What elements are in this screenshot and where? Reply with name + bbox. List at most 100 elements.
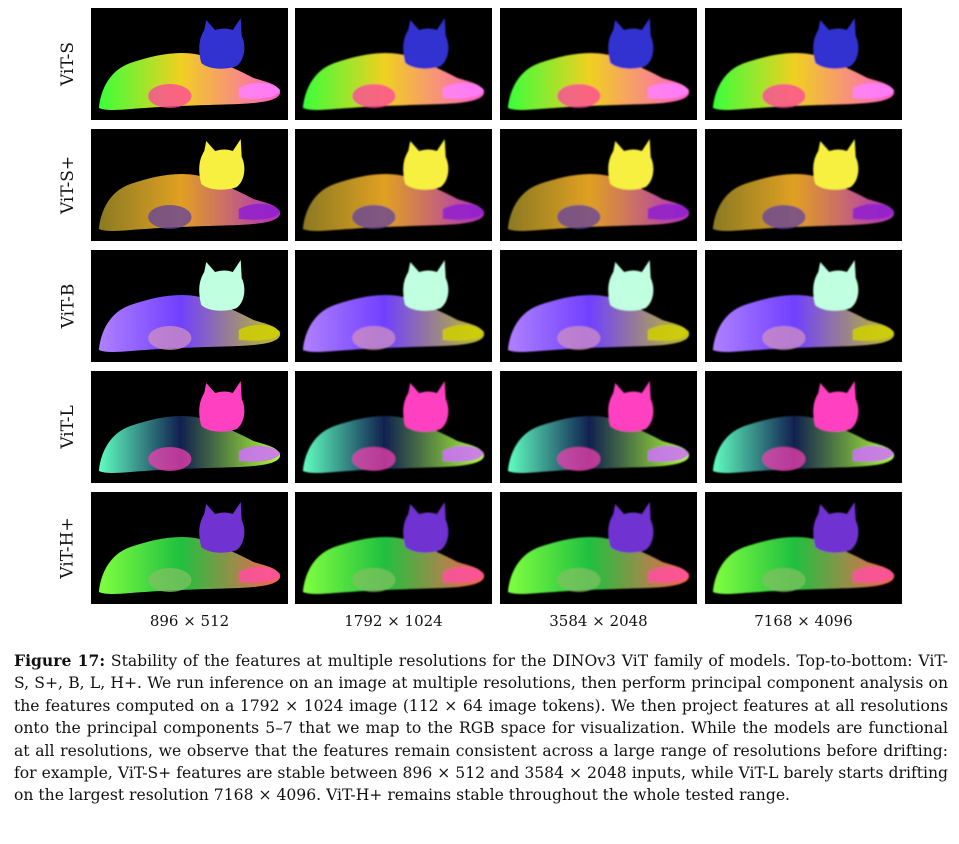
cat-leg-shape (762, 568, 806, 592)
cat-head-shape (813, 139, 859, 190)
pca-feature-image (500, 371, 697, 483)
cat-leg-shape (557, 84, 601, 108)
cat-tail-shape (442, 566, 485, 583)
cat-tail-shape (852, 82, 895, 99)
cat-leg-shape (148, 568, 192, 592)
cat-body-shape (302, 52, 485, 111)
cat-tail-shape (238, 82, 281, 99)
cat-body-shape (98, 536, 281, 595)
cat-tail-shape (442, 82, 485, 99)
cat-tail-shape (647, 324, 690, 341)
cat-head-shape (199, 139, 245, 190)
column-resolution-label: 896 × 512 (149, 612, 230, 630)
cat-head-shape (403, 502, 449, 553)
cat-leg-shape (557, 447, 601, 471)
row-label: ViT-S+ (44, 129, 92, 241)
cat-head-shape (199, 502, 245, 553)
cat-head-shape (199, 260, 245, 311)
cat-leg-shape (557, 326, 601, 350)
cat-head-shape (608, 260, 654, 311)
row-label: ViT-B (44, 250, 92, 362)
cat-leg-shape (352, 205, 396, 229)
cat-leg-shape (762, 84, 806, 108)
cat-body-shape (302, 415, 485, 474)
cat-leg-shape (762, 326, 806, 350)
cat-body-shape (712, 173, 895, 232)
row-label-text: ViT-S+ (58, 155, 79, 215)
pca-feature-image (91, 129, 288, 241)
cat-tail-shape (852, 566, 895, 583)
cat-tail-shape (852, 324, 895, 341)
cat-leg-shape (762, 205, 806, 229)
pca-feature-image (91, 8, 288, 120)
cat-head-shape (199, 381, 245, 432)
column-resolution-label: 3584 × 2048 (549, 612, 648, 630)
cat-head-shape (608, 18, 654, 69)
cat-body-shape (507, 294, 690, 353)
cat-leg-shape (352, 84, 396, 108)
pca-feature-image (500, 129, 697, 241)
cat-body-shape (98, 415, 281, 474)
cat-head-shape (403, 139, 449, 190)
row-label-text: ViT-S (57, 42, 78, 86)
cat-leg-shape (557, 205, 601, 229)
cat-head-shape (813, 18, 859, 69)
pca-feature-image (91, 371, 288, 483)
pca-feature-image (705, 129, 902, 241)
cat-body-shape (712, 294, 895, 353)
row-label-text: ViT-L (57, 405, 78, 449)
row-label: ViT-L (44, 371, 92, 483)
pca-feature-image (295, 492, 492, 604)
cat-head-shape (403, 381, 449, 432)
cat-leg-shape (148, 84, 192, 108)
cat-body-shape (302, 173, 485, 232)
cat-head-shape (403, 260, 449, 311)
cat-body-shape (302, 294, 485, 353)
cat-body-shape (507, 52, 690, 111)
pca-feature-image (295, 250, 492, 362)
cat-tail-shape (647, 566, 690, 583)
cat-body-shape (98, 294, 281, 353)
cat-head-shape (813, 502, 859, 553)
cat-head-shape (608, 139, 654, 190)
column-resolution-label: 1792 × 1024 (344, 612, 443, 630)
cat-tail-shape (647, 445, 690, 462)
pca-feature-image (500, 492, 697, 604)
cat-tail-shape (238, 566, 281, 583)
cat-body-shape (98, 52, 281, 111)
row-label-text: ViT-B (58, 283, 78, 329)
pca-feature-image (705, 8, 902, 120)
pca-feature-image (500, 250, 697, 362)
cat-body-shape (507, 536, 690, 595)
pca-feature-image (295, 129, 492, 241)
cat-head-shape (813, 381, 859, 432)
cat-leg-shape (148, 205, 192, 229)
pca-feature-image (500, 8, 697, 120)
cat-head-shape (608, 502, 654, 553)
cat-leg-shape (352, 568, 396, 592)
row-label: ViT-S (44, 8, 92, 120)
cat-head-shape (199, 18, 245, 69)
cat-head-shape (813, 260, 859, 311)
cat-leg-shape (352, 447, 396, 471)
cat-body-shape (712, 52, 895, 111)
cat-tail-shape (852, 445, 895, 462)
row-label-text: ViT-H+ (58, 517, 79, 579)
cat-head-shape (608, 381, 654, 432)
cat-tail-shape (238, 445, 281, 462)
cat-body-shape (712, 415, 895, 474)
cat-leg-shape (762, 447, 806, 471)
cat-leg-shape (148, 326, 192, 350)
pca-feature-image (705, 492, 902, 604)
cat-tail-shape (238, 324, 281, 341)
pca-feature-image (91, 250, 288, 362)
pca-feature-image (295, 8, 492, 120)
cat-body-shape (507, 415, 690, 474)
caption-label: Figure 17: (14, 651, 106, 670)
row-label: ViT-H+ (44, 492, 92, 604)
pca-feature-image (295, 371, 492, 483)
cat-head-shape (403, 18, 449, 69)
cat-body-shape (302, 536, 485, 595)
cat-body-shape (98, 173, 281, 232)
cat-tail-shape (647, 203, 690, 220)
